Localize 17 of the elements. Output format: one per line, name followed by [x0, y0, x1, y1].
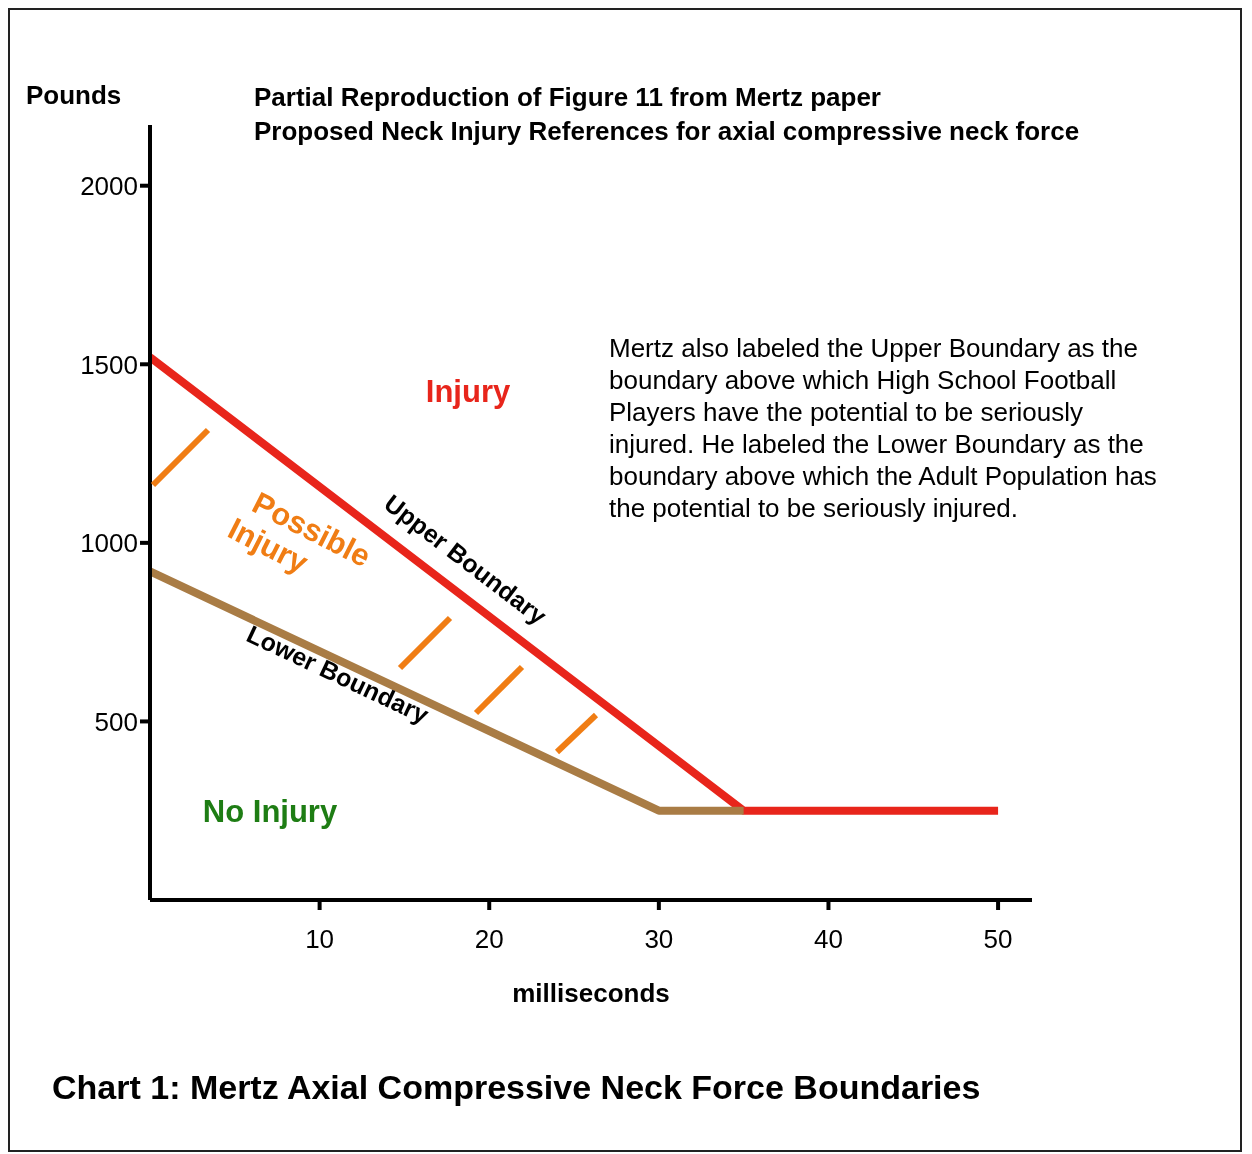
x-tick-label: 40	[814, 924, 843, 955]
caption: Chart 1: Mertz Axial Compressive Neck Force Boundaries	[52, 1068, 981, 1107]
annotation: Mertz also labeled the Upper Boundary as the boundary above which High School Football Players have the potential to be seriously injured. He labeled the Lower Boundary as the boundary above which the Adult Population has the potential to be seriously injured.	[609, 332, 1158, 524]
y-tick-label: 2000	[80, 170, 138, 201]
y-tick-label: 1000	[80, 528, 138, 559]
x-tick-label: 30	[644, 924, 674, 955]
x-tick-label: 50	[983, 924, 1013, 955]
annotation: No Injury	[202, 794, 338, 829]
chart-title: Partial Reproduction of Figure 11 from Mertz paper	[254, 81, 882, 114]
chart-subtitle: Proposed Neck Injury References for axial compressive neck force	[254, 115, 1080, 148]
annotation: Injury	[425, 374, 511, 409]
y-tick-label: 1500	[80, 349, 138, 380]
x-tick-label: 10	[305, 924, 335, 955]
y-axis-title: Pounds	[26, 80, 122, 111]
y-tick-label: 500	[94, 706, 138, 737]
x-axis-title: milliseconds	[511, 978, 671, 1009]
x-tick-label: 20	[474, 924, 504, 955]
